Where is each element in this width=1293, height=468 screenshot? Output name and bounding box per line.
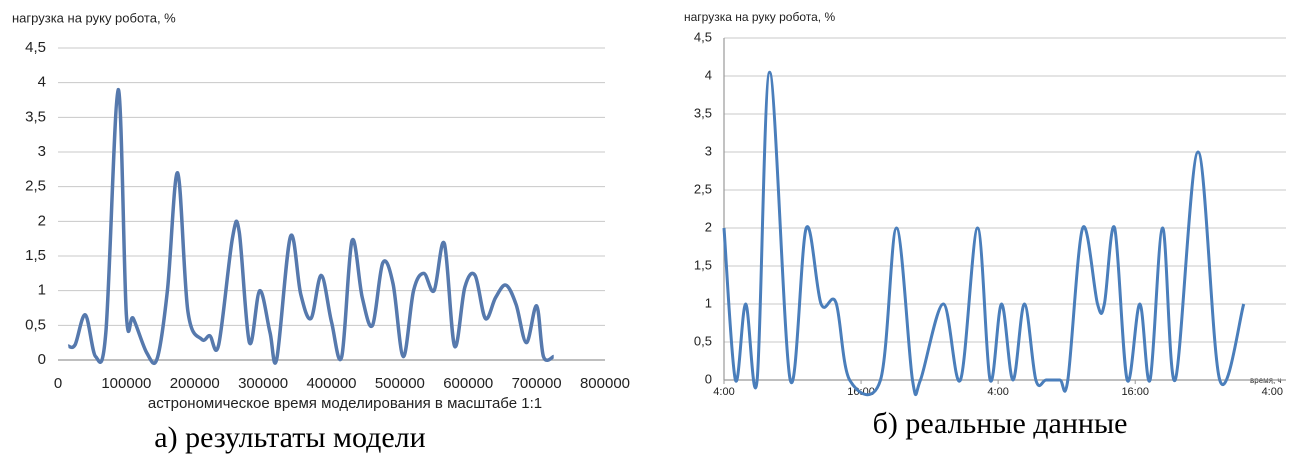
y-tick-label: 2,5 [694, 181, 712, 196]
y-tick-label: 3 [705, 143, 712, 158]
x-tick-label: 500000 [375, 375, 425, 392]
x-axis-title: время, ч [1250, 376, 1282, 385]
x-tick-label: 4:00 [1262, 386, 1283, 398]
x-axis-title: астрономическое время моделирования в ма… [148, 395, 542, 412]
y-tick-label: 2 [705, 219, 712, 234]
caption: б) реальные данные [873, 407, 1128, 440]
y-tick-label: 3,5 [694, 105, 712, 120]
y-tick-label: 2 [38, 212, 46, 229]
x-tick-label: 0 [54, 375, 62, 392]
x-tick-label: 4:00 [987, 386, 1008, 398]
y-tick-label: 4 [38, 74, 46, 91]
x-tick-label: 16:00 [1121, 386, 1149, 398]
x-tick-label: 300000 [238, 375, 288, 392]
y-tick-label: 3,5 [25, 108, 46, 125]
y-tick-label: 2,5 [25, 178, 46, 195]
y-tick-label: 1,5 [694, 257, 712, 272]
y-tick-label: 0 [705, 371, 712, 386]
y-tick-label: 1 [705, 295, 712, 310]
x-tick-label: 100000 [101, 375, 151, 392]
y-tick-label: 3 [38, 143, 46, 160]
y-axis-title: нагрузка на руку робота, % [684, 10, 835, 24]
y-tick-label: 4 [705, 67, 712, 82]
y-tick-label: 0 [38, 351, 46, 368]
x-tick-label: 200000 [170, 375, 220, 392]
x-tick-label: 600000 [443, 375, 493, 392]
y-tick-label: 1,5 [25, 247, 46, 264]
y-tick-label: 0,5 [25, 316, 46, 333]
x-tick-label: 400000 [306, 375, 356, 392]
y-tick-label: 0,5 [694, 333, 712, 348]
y-tick-label: 4,5 [694, 29, 712, 44]
x-tick-label: 4:00 [713, 386, 734, 398]
y-tick-label: 1 [38, 282, 46, 299]
data-line [722, 70, 1246, 397]
caption: а) результаты модели [154, 421, 425, 454]
y-tick-label: 4,5 [25, 39, 46, 56]
y-axis-title: нагрузка на руку робота, % [12, 10, 176, 25]
x-tick-label: 700000 [512, 375, 562, 392]
x-tick-label: 800000 [580, 375, 630, 392]
data-line [67, 87, 555, 365]
